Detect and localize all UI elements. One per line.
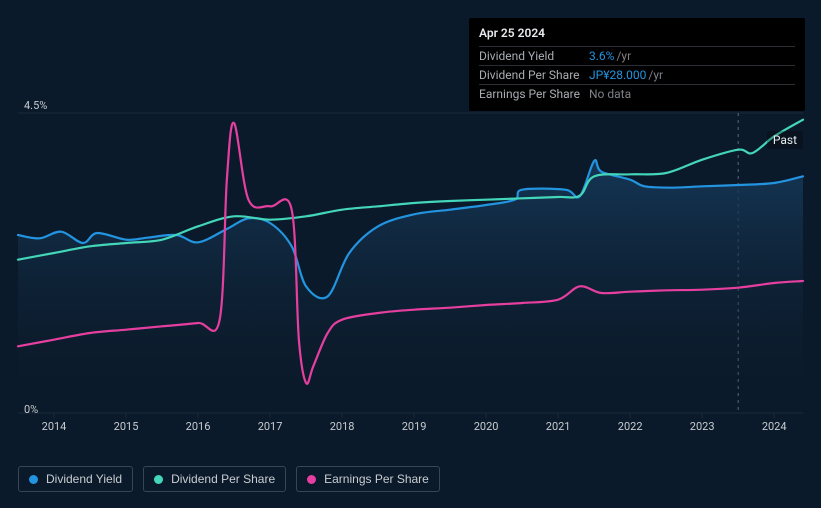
tooltip-date: Apr 25 2024	[479, 24, 795, 42]
tooltip-row-unit: /yr	[616, 49, 631, 63]
tooltip-row-unit: /yr	[648, 68, 663, 82]
tooltip-row-value: 3.6%	[589, 49, 614, 63]
legend-item-dividend-per-share[interactable]: Dividend Per Share	[143, 466, 286, 492]
tooltip-row-label: Earnings Per Share	[479, 87, 589, 101]
svg-text:2019: 2019	[402, 420, 427, 433]
legend-dot	[29, 475, 38, 484]
tooltip-row-value: JP¥28.000	[589, 68, 646, 82]
tooltip-row: Dividend Yield3.6% /yr	[479, 46, 795, 65]
svg-text:2017: 2017	[258, 420, 283, 433]
svg-text:2023: 2023	[690, 420, 715, 433]
tooltip-row: Dividend Per ShareJP¥28.000 /yr	[479, 65, 795, 84]
tooltip-row-label: Dividend Yield	[479, 49, 589, 63]
svg-text:2018: 2018	[330, 420, 355, 433]
legend-dot	[307, 475, 316, 484]
svg-text:2024: 2024	[762, 420, 787, 433]
legend: Dividend Yield Dividend Per Share Earnings…	[18, 466, 440, 492]
tooltip-row-value: No data	[589, 87, 631, 101]
legend-item-earnings-per-share[interactable]: Earnings Per Share	[296, 466, 440, 492]
tooltip: Apr 25 2024 Dividend Yield3.6% /yrDivide…	[469, 18, 805, 111]
svg-text:2022: 2022	[618, 420, 643, 433]
svg-text:2015: 2015	[114, 420, 139, 433]
svg-text:2016: 2016	[186, 420, 211, 433]
legend-label: Earnings Per Share	[324, 472, 429, 486]
svg-text:2014: 2014	[42, 420, 67, 433]
tooltip-row: Earnings Per ShareNo data	[479, 84, 795, 103]
tooltip-row-label: Dividend Per Share	[479, 68, 589, 82]
svg-text:2020: 2020	[474, 420, 499, 433]
legend-label: Dividend Per Share	[171, 472, 275, 486]
legend-dot	[154, 475, 163, 484]
svg-text:2021: 2021	[546, 420, 571, 433]
past-badge: Past	[767, 131, 803, 149]
legend-label: Dividend Yield	[46, 472, 122, 486]
svg-text:4.5%: 4.5%	[24, 99, 47, 112]
legend-item-dividend-yield[interactable]: Dividend Yield	[18, 466, 133, 492]
